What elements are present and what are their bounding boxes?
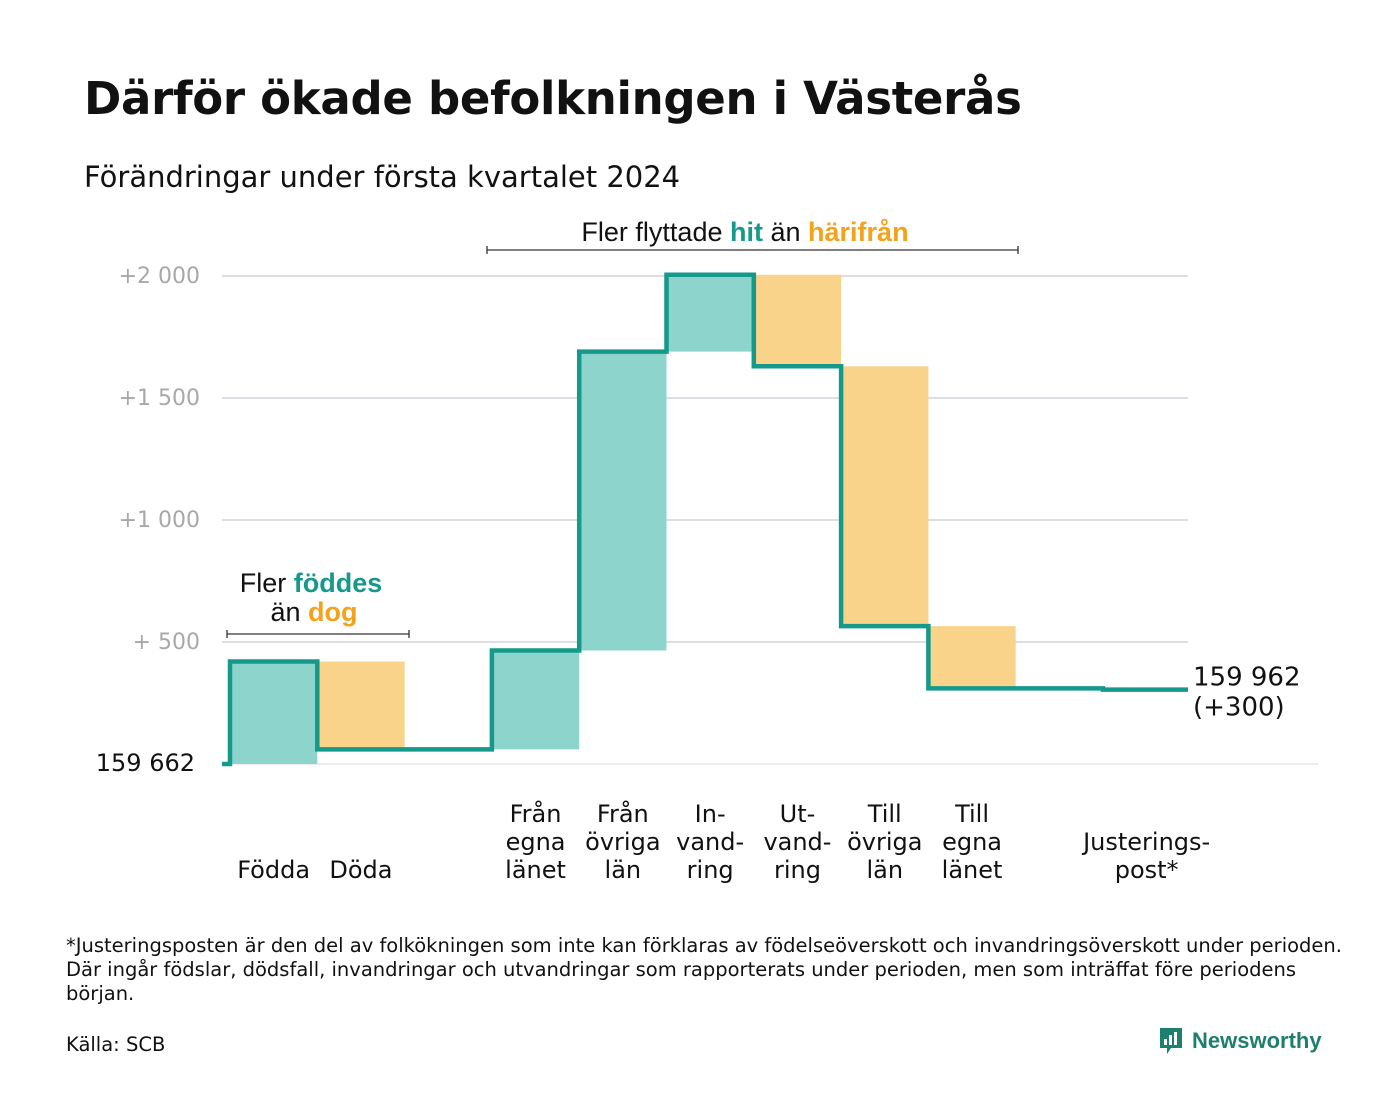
x-category-label: län [866, 856, 903, 884]
waterfall-bar [753, 274, 842, 367]
footnote: *Justeringsposten är den del av folkökni… [66, 934, 1342, 1005]
source-note: Källa: SCB [66, 1033, 166, 1056]
y-tick-label: + 500 [133, 630, 200, 655]
end-value-label: 159 962 [1193, 663, 1301, 693]
annotation-births-line2: än dog [270, 597, 357, 627]
waterfall-bar [666, 274, 754, 352]
x-category-label: Justerings- [1081, 828, 1210, 856]
x-category-label: vand- [676, 828, 744, 856]
baseline-value-label: 159 662 [96, 749, 195, 777]
annotation-text: än [270, 597, 308, 627]
y-tick-label: +2 000 [119, 264, 200, 289]
waterfall-bar [579, 351, 667, 651]
x-category-label: In- [695, 800, 726, 828]
x-category-label: Från [510, 799, 562, 828]
annotation-text: Fler [240, 568, 294, 598]
brand-logo: Newsworthy [1158, 1026, 1322, 1056]
annotation-highlight-increase: föddes [294, 568, 383, 598]
annotation-highlight-increase: hit [730, 217, 763, 247]
x-category-label: övriga [585, 828, 660, 856]
y-tick-label: +1 500 [119, 386, 200, 411]
x-category-label: ring [774, 856, 821, 884]
x-category-label: länet [942, 856, 1003, 884]
x-category-label: övriga [847, 828, 922, 856]
end-value-label: (+300) [1193, 693, 1285, 723]
annotation-text: än [763, 217, 808, 247]
x-category-label: Ut- [780, 800, 816, 828]
newsworthy-logo-icon [1160, 1028, 1182, 1054]
x-category-label: Till [867, 800, 902, 828]
waterfall-bar [841, 366, 929, 627]
chart-subtitle: Förändringar under första kvartalet 2024 [84, 160, 681, 194]
annotation-highlight-decrease: härifrån [808, 217, 909, 247]
x-category-label: egna [506, 828, 566, 856]
y-tick-label: +1 000 [119, 508, 200, 533]
annotation-highlight-decrease: dog [308, 597, 357, 627]
brand-name: Newsworthy [1192, 1028, 1322, 1053]
waterfall-chart: + 500 +1 000 +1 500 +2 000 159 662 Födda Döda F… [96, 217, 1318, 884]
x-category-label: post* [1115, 856, 1179, 884]
x-category-label: län [605, 856, 642, 884]
x-category-label: egna [942, 828, 1002, 856]
x-category-label: Döda [329, 856, 392, 884]
cumulative-step-line [222, 272, 1188, 767]
waterfall-bar [230, 661, 318, 764]
waterfall-bar [317, 661, 405, 750]
annotation-migration: Fler flyttade hit än härifrån [581, 217, 908, 247]
waterfall-bar [928, 626, 1016, 689]
x-category-label: ring [687, 856, 734, 884]
x-category-label: Till [954, 800, 989, 828]
chart-title: Därför ökade befolkningen i Västerås [84, 72, 1022, 125]
annotation-text: Fler flyttade [581, 217, 730, 247]
x-category-label: länet [505, 856, 566, 884]
x-category-label: Födda [237, 856, 310, 884]
x-category-label: Från [597, 799, 649, 828]
annotation-births-line1: Fler föddes [240, 568, 383, 598]
x-category-label: vand- [763, 828, 831, 856]
waterfall-bar [491, 650, 580, 750]
